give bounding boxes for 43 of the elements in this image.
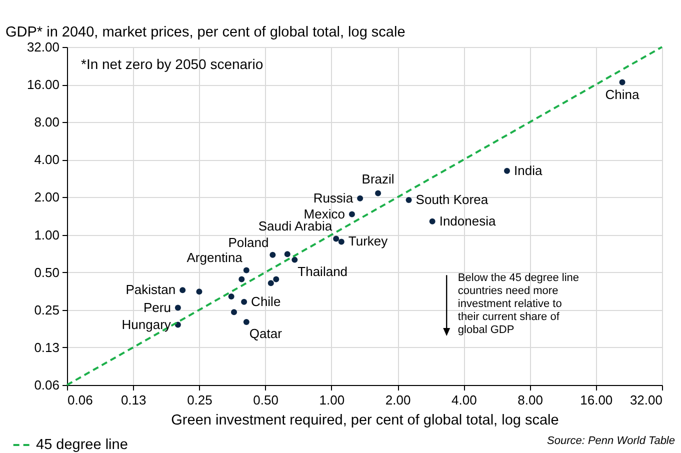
y-tick-label: 16.00 bbox=[26, 77, 60, 92]
x-tick-label: 2.00 bbox=[385, 392, 411, 408]
annotation: Pakistan bbox=[126, 282, 176, 298]
annotation: China bbox=[605, 87, 640, 102]
annotation: Brazil bbox=[362, 171, 394, 186]
annotation: Saudi Arabia bbox=[258, 218, 333, 234]
annotation: Chile bbox=[251, 294, 281, 309]
y-tick-label: 32.00 bbox=[26, 40, 60, 54]
y-tick-label: 0.50 bbox=[34, 264, 60, 280]
y-tick-label: 2.00 bbox=[34, 190, 60, 205]
annotation: Hungary bbox=[122, 316, 172, 332]
annotation: Poland bbox=[228, 234, 269, 250]
annotation: Russia bbox=[313, 190, 354, 206]
x-tick-label: 4.00 bbox=[452, 392, 477, 408]
x-tick-label: 32.00 bbox=[630, 392, 662, 408]
x-tick-label: 0.13 bbox=[120, 392, 146, 408]
annotation: *In net zero by 2050 scenario bbox=[81, 56, 264, 72]
y-axis-title: GDP* in 2040, market prices, per cent of global total, log scale bbox=[6, 24, 406, 40]
y-tick-label: 8.00 bbox=[34, 114, 60, 130]
annotation: India bbox=[514, 162, 543, 178]
annotation: Thailand bbox=[298, 264, 348, 279]
x-axis-title: Green investment required, per cent of global total, log scale bbox=[171, 412, 559, 428]
x-tick-label: 8.00 bbox=[518, 392, 543, 408]
annotation: South Korea bbox=[416, 192, 489, 207]
x-tick-label: 0.25 bbox=[187, 392, 212, 408]
x-tick-label: 1.00 bbox=[319, 392, 345, 408]
x-tick-label: 0.50 bbox=[253, 392, 278, 408]
y-tick-label: 0.13 bbox=[34, 340, 60, 355]
y-tick-label: 0.06 bbox=[34, 378, 60, 392]
annotation: Turkey bbox=[348, 234, 388, 249]
annotation: Indonesia bbox=[439, 213, 496, 228]
annotation: Mexico bbox=[304, 206, 345, 222]
annotation: Peru bbox=[143, 300, 171, 315]
y-tick-label: 4.00 bbox=[34, 152, 60, 168]
annotation: Argentina bbox=[186, 250, 244, 266]
y-tick-label: 1.00 bbox=[34, 227, 60, 242]
y-tick-label: 0.25 bbox=[34, 302, 60, 318]
source-note: Source: Penn World Table bbox=[547, 435, 675, 447]
annotation: Below the 45 degree line countries need more investment relative to their current share of global GDP bbox=[458, 272, 580, 336]
x-tick-label: 16.00 bbox=[580, 392, 613, 408]
legend-label: 45 degree line bbox=[36, 437, 128, 453]
annotation: Qatar bbox=[249, 326, 283, 341]
x-tick-label: 0.06 bbox=[68, 392, 93, 408]
